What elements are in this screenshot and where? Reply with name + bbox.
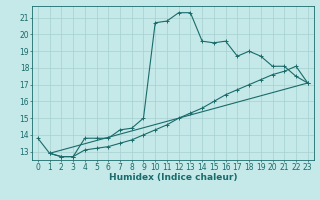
X-axis label: Humidex (Indice chaleur): Humidex (Indice chaleur) — [108, 173, 237, 182]
